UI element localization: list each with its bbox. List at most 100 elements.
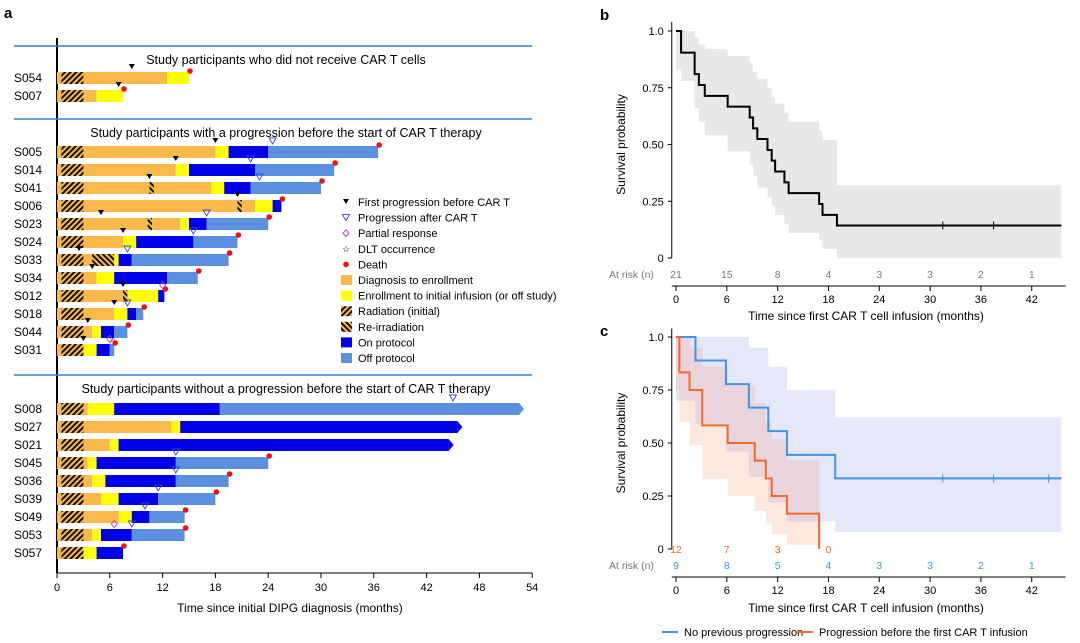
km-chart-by-group: 0 0.25 0.50 0.75 1.0 Survival probability At r… (609, 328, 1066, 639)
km-x-tick-label: 30 (924, 585, 936, 597)
bar-off-protocol (167, 272, 198, 284)
legend-label: On protocol (358, 337, 415, 349)
first-progression-marker (84, 318, 91, 323)
timeline-x-tick-label: 36 (368, 582, 380, 594)
legend-label: Death (358, 259, 387, 271)
row-id-label: S034 (14, 271, 42, 285)
partial-response-marker (159, 280, 167, 290)
km-x-tick-label: 42 (1026, 585, 1038, 597)
first-progression-marker (172, 156, 179, 161)
bar-on-protocol (96, 344, 110, 356)
bar-on-protocol (118, 439, 449, 451)
km-y-tick-label: 0.25 (642, 491, 663, 503)
section-title: Study participants with a progression be… (90, 126, 482, 140)
death-marker (121, 86, 127, 92)
panel-label-b: b (600, 7, 609, 24)
first-progression-marker (89, 264, 96, 269)
row-id-label: S018 (14, 307, 42, 321)
bar-reirradiation (237, 200, 242, 212)
progression-after-marker (189, 227, 198, 235)
bar-off-protocol (158, 493, 216, 505)
death-marker (226, 471, 233, 477)
timeline-x-tick-label: 12 (156, 582, 168, 594)
km-x-label: Time since first CAR T cell infusion (mo… (748, 601, 984, 615)
km-x-tick-label: 6 (724, 585, 730, 597)
partial-response-marker (106, 334, 114, 344)
row-id-label: S012 (14, 289, 42, 303)
bar-enrollment (87, 457, 97, 469)
km-y-tick-label: 0 (658, 253, 664, 265)
row-id-label: S021 (14, 438, 42, 452)
row-id-label: S039 (14, 492, 42, 506)
first-progression-marker (98, 210, 104, 215)
legend-swatch-off (341, 353, 352, 363)
at-risk-count-no_prev: 3 (927, 560, 933, 572)
death-marker (182, 525, 189, 531)
bar-on-protocol (127, 308, 137, 320)
bar-on-protocol (118, 254, 132, 266)
row-id-label: S044 (14, 325, 42, 339)
bar-enrollment (101, 493, 119, 505)
km-survival-line-prog (676, 336, 821, 549)
section-title: Study participants without a progression… (82, 382, 492, 396)
bar-radiation (61, 457, 84, 469)
timeline-x-tick-label: 30 (315, 582, 327, 594)
death-marker (125, 322, 132, 328)
row-id-label: S036 (14, 474, 42, 488)
progression-after-marker (140, 502, 150, 510)
death-marker (332, 160, 339, 166)
bar-radiation (61, 547, 84, 559)
bar-on-protocol (114, 403, 220, 415)
panel-label-a: a (4, 5, 13, 22)
bar-on-protocol (96, 457, 176, 469)
progression-after-marker (268, 137, 277, 145)
bar-on-protocol (131, 511, 150, 523)
bar-enrollment (255, 200, 273, 212)
bar-arrow (457, 421, 463, 433)
bar-enrollment (92, 326, 101, 338)
first-progression-marker (234, 192, 241, 197)
bar-reirradiation (92, 254, 115, 266)
first-progression-marker (80, 336, 87, 341)
timeline-x-tick-label: 54 (526, 582, 538, 594)
bar-off-protocol (250, 182, 321, 194)
at-risk-count: 4 (826, 269, 832, 281)
km-y-tick-label: 1.0 (648, 26, 663, 38)
bar-radiation (61, 475, 84, 487)
bar-on-protocol (101, 529, 132, 541)
bar-diagnosis (57, 146, 216, 158)
bar-enrollment (83, 344, 97, 356)
row-id-label: S023 (14, 217, 42, 231)
timeline-x-tick-label: 24 (262, 582, 274, 594)
progression-after-marker (153, 484, 163, 492)
bar-enrollment (83, 547, 97, 559)
row-id-label: S024 (14, 235, 42, 249)
km-x-label: Time since first CAR T cell infusion (mo… (748, 309, 984, 323)
bar-radiation (61, 164, 84, 176)
km-y-label: Survival probability (614, 94, 628, 195)
bar-off-protocol (206, 218, 269, 230)
km-survival-line-no_prev (676, 336, 1062, 480)
bar-enrollment (87, 403, 115, 415)
bar-on-protocol (224, 182, 251, 194)
km-y-tick-label: 0.75 (642, 385, 663, 397)
km-survival-line (676, 30, 1062, 227)
km-x-tick-label: 12 (772, 294, 784, 306)
km-x-tick-label: 0 (673, 294, 679, 306)
bar-on-protocol (105, 475, 176, 487)
bar-on-protocol (228, 146, 269, 158)
bar-diagnosis (57, 421, 172, 433)
row-id-label: S045 (14, 456, 42, 470)
km-y-tick-label: 0.50 (642, 140, 663, 152)
row-id-label: S027 (14, 420, 42, 434)
row-id-label: S054 (14, 71, 42, 85)
at-risk-count-no_prev: 2 (978, 560, 984, 572)
at-risk-count: 3 (927, 269, 933, 281)
bar-diagnosis (57, 72, 167, 84)
first-progression-marker (76, 246, 82, 251)
bar-enrollment (114, 254, 119, 266)
bar-off-protocol (268, 146, 379, 158)
km-y-label: Survival probability (614, 393, 628, 494)
bar-enrollment (171, 421, 181, 433)
bar-diagnosis (57, 200, 255, 212)
